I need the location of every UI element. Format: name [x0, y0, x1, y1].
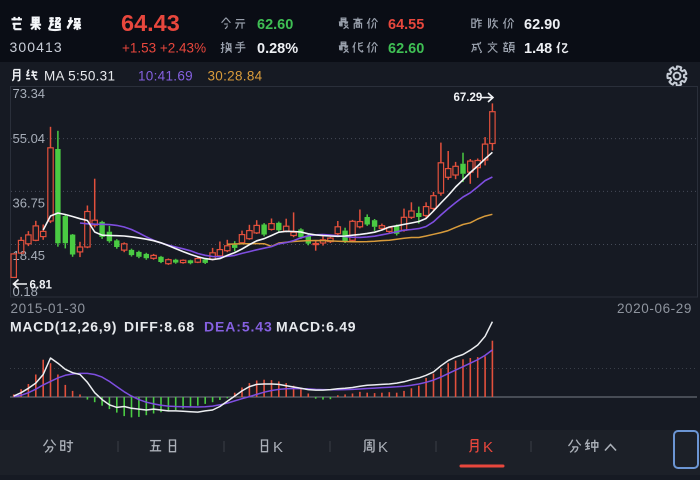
svg-text:MACD(12,26,9): MACD(12,26,9)	[10, 319, 117, 335]
svg-text:MA 5:50.31: MA 5:50.31	[44, 69, 115, 84]
svg-text:62.60: 62.60	[257, 17, 293, 33]
svg-text:55.04: 55.04	[13, 131, 46, 146]
svg-text:K: K	[378, 439, 388, 456]
svg-text:2015-01-30: 2015-01-30	[11, 301, 86, 316]
svg-text:2020-06-29: 2020-06-29	[617, 301, 692, 316]
svg-text:73.34: 73.34	[13, 86, 46, 101]
svg-text:6.81: 6.81	[30, 280, 53, 292]
svg-text:+1.53 +2.43%: +1.53 +2.43%	[122, 41, 206, 56]
svg-text:10:41.69: 10:41.69	[138, 69, 193, 84]
svg-text:300413: 300413	[10, 39, 63, 55]
svg-text:K: K	[273, 439, 283, 456]
svg-text:18.45: 18.45	[13, 248, 46, 263]
svg-text:36.75: 36.75	[13, 196, 46, 211]
svg-text:62.60: 62.60	[388, 41, 424, 57]
svg-text:64.55: 64.55	[388, 17, 424, 33]
svg-text:30:28.84: 30:28.84	[208, 69, 263, 84]
svg-text:DEA:5.43: DEA:5.43	[204, 319, 273, 335]
svg-text:62.90: 62.90	[524, 17, 560, 33]
svg-text:64.43: 64.43	[121, 10, 180, 36]
svg-text:DIFF:8.68: DIFF:8.68	[124, 319, 195, 335]
svg-text:67.29: 67.29	[454, 92, 483, 104]
svg-text:1.48: 1.48	[524, 41, 552, 57]
svg-text:MACD:6.49: MACD:6.49	[276, 319, 356, 335]
svg-text:0.28%: 0.28%	[257, 41, 298, 57]
svg-text:K: K	[483, 439, 493, 456]
